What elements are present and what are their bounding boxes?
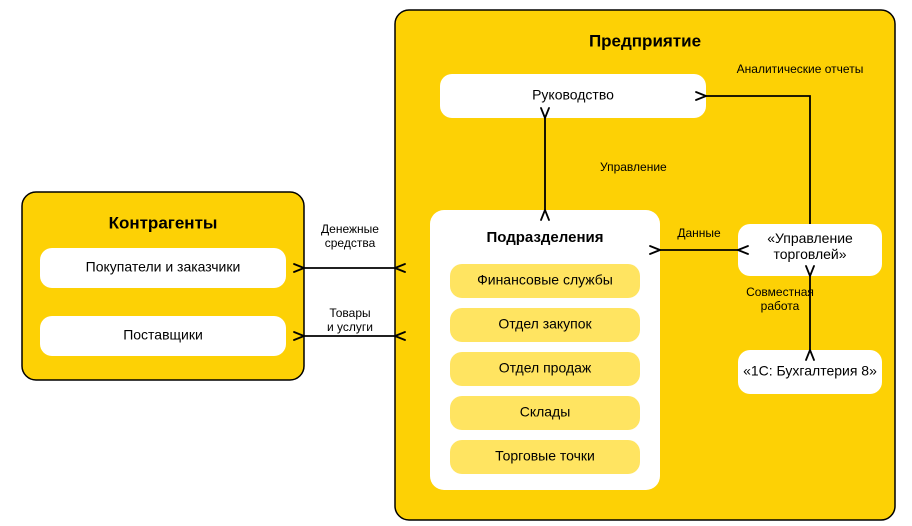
panel-divisions-title: Подразделения [487,229,604,246]
panel-enterprise-title: Предприятие [589,31,701,50]
node-buyers-label: Покупатели и заказчики [86,259,241,275]
edge-goods-label: Товарыи услуги [327,306,373,334]
edge-money-label: Денежныесредства [321,222,379,250]
edge-manage-label: Управление [600,160,667,174]
node-accounting-label: «1С: Бухгалтерия 8» [743,363,877,379]
diagram-canvas: Предприятие Контрагенты Подразделения Покуп… [0,0,912,526]
node-fin-label: Финансовые службы [477,272,613,288]
node-purch-label: Отдел закупок [498,316,592,332]
node-leadership-label: Руководство [532,87,614,103]
node-sales-label: Отдел продаж [499,360,592,376]
edge-reports-label: Аналитические отчеты [737,62,864,76]
node-trade_mgmt-label: «Управлениеторговлей» [767,230,853,262]
node-wh-label: Склады [520,404,571,420]
panel-counterparties-title: Контрагенты [109,213,218,232]
edge-data-label: Данные [677,226,721,240]
node-suppliers-label: Поставщики [123,327,203,343]
node-pos-label: Торговые точки [495,448,595,464]
